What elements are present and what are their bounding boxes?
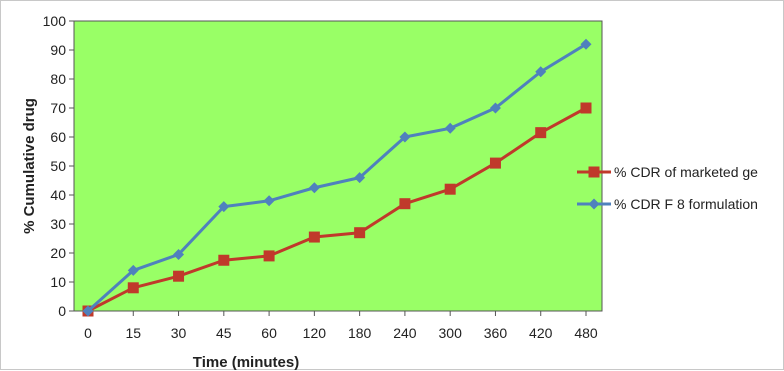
data-point [263,195,275,207]
y-tick-label: 30 [50,216,66,232]
x-tick-label: 240 [393,325,417,341]
x-axis-ticks: 0 15 30 45 60 120 180 240 300 360 420 480 [84,311,598,341]
y-tick-label: 10 [50,274,66,290]
data-point [444,183,456,195]
x-tick-label: 15 [125,325,141,341]
data-point [127,264,139,276]
data-point [218,201,230,213]
legend-item-2: % CDR F 8 formulation [577,196,758,212]
data-point [580,38,592,50]
data-point [354,227,366,239]
y-tick-label: 70 [50,100,66,116]
data-point [580,102,592,114]
y-tick-label: 0 [58,303,66,319]
data-point [489,102,501,114]
legend-marker [588,166,600,178]
y-axis-ticks: 0 10 20 30 40 50 60 70 80 90 100 [43,13,74,319]
series-2 [82,38,592,317]
data-point [127,282,139,294]
data-point [263,250,275,262]
x-tick-label: 60 [261,325,277,341]
x-tick-label: 120 [303,325,327,341]
x-tick-label: 300 [439,325,463,341]
data-point [173,248,185,260]
series-line [86,42,587,313]
data-point [399,198,411,210]
y-tick-label: 50 [50,158,66,174]
y-tick-label: 40 [50,187,66,203]
data-point [354,172,366,184]
data-point [535,66,547,78]
x-tick-label: 480 [574,325,598,341]
data-point [444,122,456,134]
x-tick-label: 420 [529,325,553,341]
data-point [399,131,411,143]
legend-label: % CDR F 8 formulation [614,196,758,212]
data-point [173,270,185,282]
y-tick-label: 100 [43,13,67,29]
y-tick-label: 90 [50,42,66,58]
data-point [82,305,94,317]
y-tick-label: 60 [50,129,66,145]
legend-label: % CDR of marketed ge [614,164,758,180]
x-tick-label: 360 [484,325,508,341]
y-axis-title: % Cumulative drug [21,98,38,234]
data-point [308,231,320,243]
x-tick-label: 180 [348,325,372,341]
x-tick-label: 30 [171,325,187,341]
x-tick-label: 0 [84,325,92,341]
legend-marker [588,198,600,210]
series-layer [82,38,592,317]
legend-item-1: % CDR of marketed ge [577,164,758,180]
plot-area [73,20,603,312]
x-axis-title: Time (minutes) [193,354,299,371]
x-tick-label: 45 [216,325,232,341]
data-point [308,182,320,194]
data-point [218,254,230,266]
legend: % CDR of marketed ge % CDR F 8 formulatio… [577,164,758,212]
y-tick-label: 80 [50,71,66,87]
data-point [535,127,547,139]
y-tick-label: 20 [50,245,66,261]
data-point [489,157,501,169]
series-line [87,106,587,313]
